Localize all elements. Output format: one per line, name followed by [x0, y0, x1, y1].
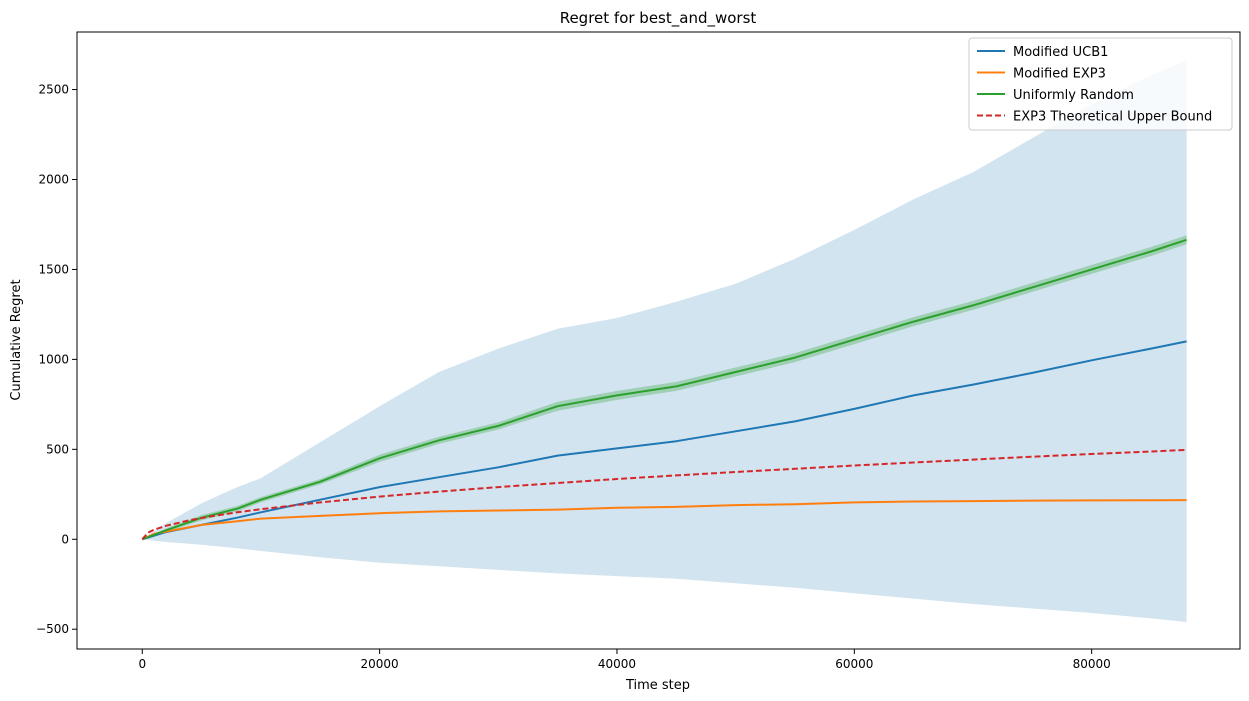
confidence-bands — [142, 60, 1187, 623]
y-tick-label: 0 — [61, 532, 69, 546]
y-tick-label: −500 — [36, 622, 69, 636]
line-modified-ucb1 — [142, 340, 1187, 541]
legend-label: Modified UCB1 — [1013, 45, 1108, 60]
x-axis-label: Time step — [625, 678, 690, 693]
band-modified-ucb1 — [142, 60, 1187, 623]
x-tick-label: 20000 — [361, 657, 399, 671]
y-tick-label: 500 — [46, 442, 69, 456]
legend-box — [968, 37, 1233, 131]
y-axis-label: Cumulative Regret — [9, 279, 24, 400]
line-modified-exp3 — [141, 499, 1187, 541]
legend-label: EXP3 Theoretical Upper Bound — [1013, 110, 1212, 125]
x-tick-label: 40000 — [598, 657, 636, 671]
y-tick-label: 1500 — [38, 262, 69, 276]
x-tick-label: 0 — [138, 657, 146, 671]
series-lines — [141, 238, 1187, 541]
line-uniformly-random — [141, 238, 1187, 541]
y-tick-label: 2500 — [38, 83, 69, 97]
plot-frame — [76, 31, 1241, 650]
y-tick-label: 2000 — [38, 173, 69, 187]
line-exp3-theoretical-upper-bound — [141, 448, 1187, 540]
y-axis-ticks: −500 0 500 1000 1500 2000 2500 — [36, 83, 77, 636]
x-axis-ticks: 0 20000 40000 60000 80000 — [138, 649, 1111, 671]
x-tick-label: 60000 — [835, 657, 873, 671]
chart-title: Regret for best_and_worst — [560, 9, 757, 28]
x-tick-label: 80000 — [1073, 657, 1111, 671]
legend: Modified UCB1 Modified EXP3 Uniformly Rand… — [968, 37, 1233, 131]
legend-label: Modified EXP3 — [1013, 67, 1106, 82]
legend-label: Uniformly Random — [1013, 88, 1134, 103]
y-tick-label: 1000 — [38, 352, 69, 366]
